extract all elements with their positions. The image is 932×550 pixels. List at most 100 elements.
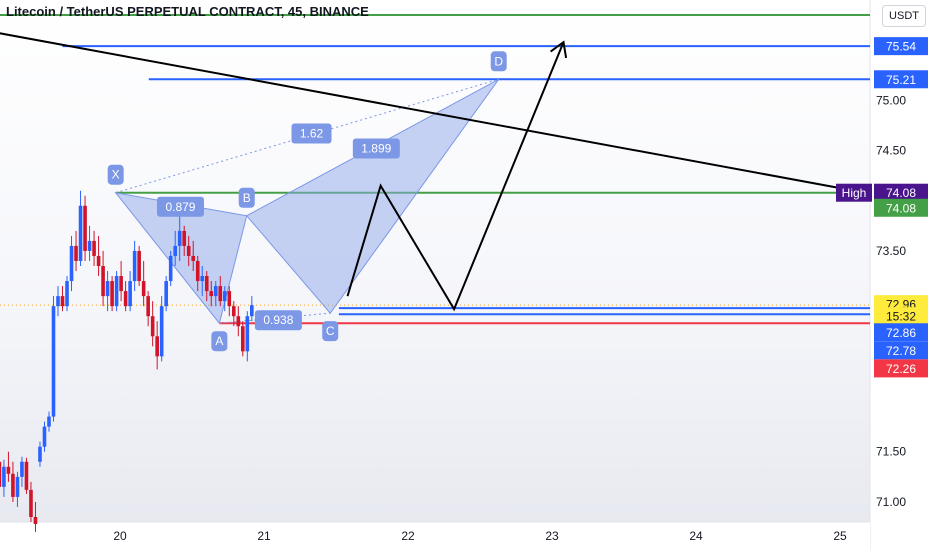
candle-body bbox=[213, 286, 218, 297]
pattern-point-label-b: B bbox=[243, 191, 251, 205]
candle-body bbox=[204, 276, 209, 292]
candle-body bbox=[47, 416, 51, 427]
candle-body bbox=[195, 260, 200, 282]
candle-body bbox=[20, 461, 24, 477]
price-label: 75.21 bbox=[886, 73, 916, 87]
price-label-badge bbox=[874, 359, 928, 378]
candle-body bbox=[227, 291, 232, 307]
candle-body bbox=[11, 473, 15, 497]
price-label-badge bbox=[874, 70, 928, 89]
projection-path bbox=[346, 41, 565, 312]
ratio-label: 0.879 bbox=[165, 200, 195, 214]
candle-body bbox=[74, 245, 78, 261]
x-tick-label: 25 bbox=[833, 529, 847, 543]
candle-body bbox=[114, 276, 119, 307]
candle-body bbox=[29, 489, 33, 517]
candle-body bbox=[65, 281, 69, 307]
high-badge-label: High bbox=[842, 186, 867, 200]
price-label-badge bbox=[874, 37, 928, 56]
price-label: 15:32 bbox=[886, 310, 916, 324]
price-label: 72.86 bbox=[886, 326, 916, 340]
candle-body bbox=[60, 296, 65, 307]
price-label: 74.08 bbox=[886, 201, 916, 215]
currency-button[interactable]: USDT bbox=[882, 5, 926, 27]
candle-body bbox=[42, 426, 47, 447]
candle-body bbox=[110, 281, 114, 307]
candle-body bbox=[128, 281, 132, 307]
candle-body bbox=[182, 230, 187, 246]
candle-body bbox=[191, 255, 196, 261]
price-label-badge bbox=[874, 307, 928, 326]
candle-body bbox=[236, 316, 241, 327]
candle-body bbox=[141, 281, 146, 297]
candle-body bbox=[33, 516, 38, 525]
candle-body bbox=[69, 245, 74, 282]
x-tick-label: 24 bbox=[689, 529, 703, 543]
candle-body bbox=[218, 286, 223, 302]
candle-body bbox=[101, 266, 105, 297]
price-label: 74.08 bbox=[886, 186, 916, 200]
candle-body bbox=[209, 291, 214, 297]
pattern-triangle-bcd bbox=[245, 78, 500, 314]
price-label-badge bbox=[874, 198, 928, 217]
candle-body bbox=[186, 245, 191, 256]
x-tick-label: 23 bbox=[545, 529, 559, 543]
price-axis-panel bbox=[870, 0, 932, 550]
price-label: 72.26 bbox=[886, 362, 916, 376]
candle-body bbox=[2, 466, 6, 487]
pattern-point-label-a: A bbox=[215, 334, 223, 348]
ratio-badge bbox=[352, 138, 400, 159]
candle-body bbox=[177, 230, 182, 246]
time-axis-panel bbox=[0, 522, 870, 550]
candle-body bbox=[96, 255, 101, 266]
candle-body bbox=[150, 316, 155, 337]
ratio-badge bbox=[291, 123, 332, 144]
candle-body bbox=[87, 240, 92, 251]
candle-body bbox=[78, 205, 83, 261]
candle-body bbox=[173, 245, 177, 256]
pattern-xd-dotted bbox=[115, 78, 499, 194]
candle-body bbox=[231, 306, 236, 317]
candle-body bbox=[155, 336, 159, 357]
x-tick-label: 22 bbox=[401, 529, 415, 543]
y-tick-label: 74.50 bbox=[876, 144, 906, 158]
candle-body bbox=[222, 291, 227, 302]
high-badge bbox=[836, 183, 872, 202]
candle-body bbox=[24, 461, 29, 490]
candle-body bbox=[241, 326, 245, 352]
x-tick-label: 21 bbox=[257, 529, 271, 543]
ratio-badge bbox=[254, 310, 302, 331]
price-label-badge bbox=[874, 183, 928, 202]
trendline bbox=[0, 32, 855, 192]
candle-body bbox=[164, 281, 168, 307]
y-tick-label: 71.00 bbox=[876, 495, 906, 509]
price-label-badge bbox=[874, 341, 928, 360]
pattern-point-c bbox=[322, 321, 339, 342]
candle-body bbox=[83, 205, 87, 251]
candle-body bbox=[119, 276, 123, 292]
ratio-label: 0.938 bbox=[263, 313, 293, 327]
candle-body bbox=[146, 296, 150, 317]
pattern-point-label-d: D bbox=[494, 54, 503, 68]
y-tick-label: 75.00 bbox=[876, 93, 906, 107]
price-label: 75.54 bbox=[886, 40, 916, 54]
ratio-label: 1.62 bbox=[300, 126, 324, 140]
candle-body bbox=[159, 306, 164, 357]
candle-body bbox=[56, 296, 60, 307]
candle-body bbox=[137, 250, 141, 282]
candle-body bbox=[6, 466, 11, 474]
pattern-point-label-x: X bbox=[112, 168, 120, 182]
candle-body bbox=[200, 276, 205, 282]
candle-body bbox=[0, 461, 2, 487]
candle-body bbox=[132, 250, 137, 282]
ratio-badge bbox=[156, 196, 204, 217]
chart-title: Litecoin / TetherUS PERPETUAL CONTRACT, … bbox=[6, 4, 369, 19]
ratio-label: 1.899 bbox=[361, 142, 391, 156]
pattern-point-x bbox=[107, 164, 124, 185]
pattern-point-d bbox=[490, 51, 507, 72]
pattern-point-b bbox=[238, 187, 255, 208]
pattern-point-label-c: C bbox=[326, 324, 335, 338]
y-tick-label: 73.50 bbox=[876, 244, 906, 258]
